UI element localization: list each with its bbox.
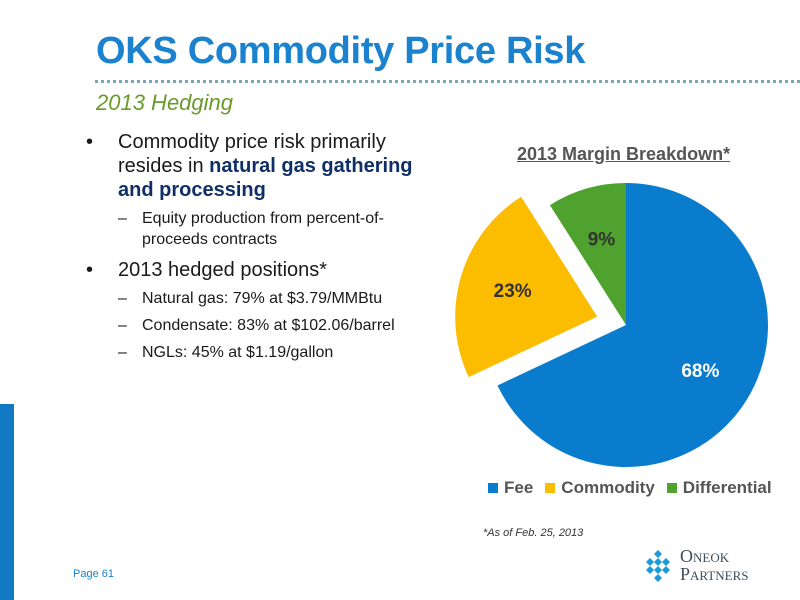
title-divider: [95, 80, 800, 83]
legend-swatch: [545, 483, 556, 493]
sub-bullet-text: NGLs: 45% at $1.19/gallon: [142, 344, 334, 361]
pie-slice-commodity: [455, 196, 598, 378]
legend-item-differential: Differential: [666, 478, 772, 498]
sub-bullet-text: Condensate: 83% at $102.06/barrel: [142, 317, 395, 334]
logo-line2-rest: ARTNERS: [690, 568, 749, 583]
logo-line1-cap: O: [680, 546, 693, 566]
logo-line2-cap: P: [680, 564, 691, 584]
sub-bullet-equity-production: – Equity production from percent-of-proc…: [118, 208, 431, 250]
legend-label: Fee: [504, 478, 534, 497]
legend-swatch: [488, 483, 498, 493]
sub-bullet-natural-gas: – Natural gas: 79% at $3.79/MMBtu: [118, 288, 431, 309]
chart-legend: Fee Commodity Differential: [488, 478, 772, 498]
dash-glyph: –: [118, 344, 127, 361]
bullet-text-plain: Commodity price risk primarily resides i…: [118, 131, 386, 177]
sub-bullet-text: Natural gas: 79% at $3.79/MMBtu: [142, 290, 383, 307]
slide-subtitle: 2013 Hedging: [96, 90, 234, 115]
bullet-hedged-positions: • 2013 hedged positions*: [86, 258, 431, 282]
left-accent-top: [0, 0, 14, 108]
oneok-logo-mark-icon: [646, 550, 670, 582]
bullet-glyph: •: [86, 131, 94, 153]
sub-bullet-condensate: – Condensate: 83% at $102.06/barrel: [118, 315, 431, 336]
sub-bullet-ngls: – NGLs: 45% at $1.19/gallon: [118, 342, 431, 363]
data-label-commodity: 23%: [494, 281, 532, 302]
bullet-text-highlight: natural gas gathering and processing: [118, 155, 413, 201]
data-label-fee: 68%: [681, 361, 719, 382]
page-number: Page 61: [73, 568, 114, 580]
legend-item-commodity: Commodity: [545, 478, 655, 498]
dash-glyph: –: [118, 290, 127, 307]
logo-wordmark: ONEOK PARTNERS: [680, 546, 749, 584]
sub-bullet-text: Equity production from percent-of-procee…: [142, 210, 384, 248]
pie-slice-fee: [497, 183, 768, 467]
legend-swatch: [666, 483, 677, 493]
slide-title: OKS Commodity Price Risk: [96, 30, 586, 72]
footnote: *As of Feb. 25, 2013: [483, 527, 584, 539]
bullet-glyph: •: [86, 259, 94, 281]
bullet-commodity-risk: • Commodity price risk primarily resides…: [86, 130, 431, 202]
bullet-list: • Commodity price risk primarily resides…: [86, 130, 431, 363]
bullet-text: Commodity price risk primarily resides i…: [118, 130, 431, 202]
logo-line1-rest: NEOK: [693, 550, 730, 565]
legend-item-fee: Fee: [488, 478, 533, 498]
left-accent-bar: [0, 404, 14, 600]
dash-glyph: –: [118, 317, 127, 334]
margin-pie-chart: 68% 23% 9%: [455, 183, 768, 467]
oneok-partners-logo: ONEOK PARTNERS: [640, 546, 749, 584]
legend-label: Commodity: [561, 478, 655, 497]
legend-label: Differential: [682, 478, 772, 497]
dash-glyph: –: [118, 210, 127, 227]
data-label-differential: 9%: [588, 229, 616, 250]
bullet-text: 2013 hedged positions*: [118, 259, 328, 281]
chart-title: 2013 Margin Breakdown*: [517, 144, 731, 164]
pie-slice-differential: [549, 183, 626, 325]
